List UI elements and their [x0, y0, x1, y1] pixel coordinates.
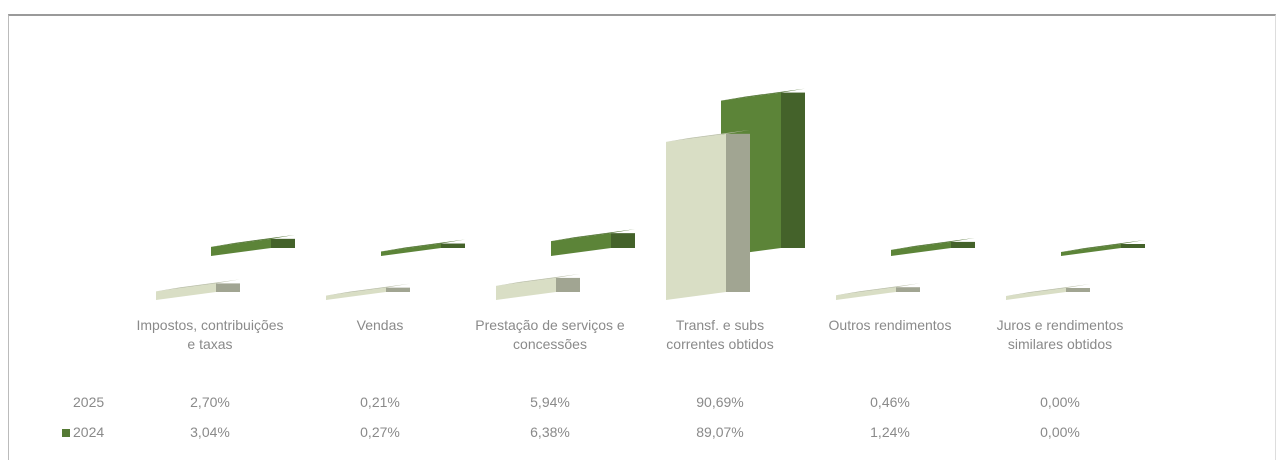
bar-side — [326, 287, 386, 300]
legend-key — [62, 429, 70, 438]
bar-top — [496, 273, 580, 286]
legend-entry: 2024 — [62, 424, 104, 440]
data-label: 90,69% — [696, 394, 744, 410]
bar-top — [836, 283, 920, 296]
bar-side — [496, 277, 556, 300]
bar-top — [666, 129, 750, 142]
bar-side — [381, 243, 441, 256]
category-label: Juros e rendimentos similares obtidos — [996, 317, 1124, 352]
data-label: 3,04% — [190, 424, 230, 440]
bar-top — [721, 88, 805, 101]
bar-side — [666, 133, 726, 300]
data-label: 1,24% — [870, 424, 910, 440]
bar-side — [1061, 244, 1121, 256]
data-label: 2,70% — [190, 394, 230, 410]
bar-side — [836, 287, 896, 300]
category-label: Prestação de serviços e concessões — [475, 317, 625, 352]
bar — [951, 241, 975, 248]
bar — [216, 283, 240, 292]
data-label: 0,21% — [360, 394, 400, 410]
bar-top — [381, 239, 465, 252]
legend-key — [62, 399, 70, 408]
bar-top — [891, 237, 975, 250]
bar — [441, 243, 465, 248]
bar-top — [551, 229, 635, 242]
bar-top — [326, 283, 410, 296]
bar — [556, 277, 580, 292]
category-label: Transf. e subs correntes obtidos — [666, 317, 774, 352]
data-label: 5,94% — [530, 394, 570, 410]
bar-top — [211, 234, 295, 247]
bar-side — [156, 283, 216, 300]
category-label: Impostos, contribuições e taxas — [136, 317, 284, 352]
bar-top — [156, 279, 240, 292]
bar — [1121, 244, 1145, 248]
category-label: Outros rendimentos — [828, 317, 952, 333]
bar — [386, 287, 410, 292]
legend-entry: 2025 — [62, 394, 104, 410]
data-label: 6,38% — [530, 424, 570, 440]
bar-side — [891, 241, 951, 256]
bar-top — [1061, 240, 1145, 252]
bar — [1066, 288, 1090, 292]
data-label: 0,27% — [360, 424, 400, 440]
data-label: 89,07% — [696, 424, 744, 440]
bar — [781, 92, 805, 249]
category-label: Vendas — [356, 317, 404, 333]
bar-side — [211, 238, 271, 256]
data-label: 0,00% — [1040, 394, 1080, 410]
bar-top — [1006, 284, 1090, 296]
bar — [271, 238, 295, 248]
bar-side — [1006, 288, 1066, 300]
chart-frame — [8, 14, 1276, 460]
data-label: 0,46% — [870, 394, 910, 410]
bar — [726, 133, 750, 292]
bar-side — [551, 233, 611, 256]
bar — [896, 287, 920, 292]
bar — [611, 233, 635, 248]
legend-label: 2025 — [73, 394, 105, 410]
data-label: 0,00% — [1040, 424, 1080, 440]
legend-label: 2024 — [73, 424, 105, 440]
